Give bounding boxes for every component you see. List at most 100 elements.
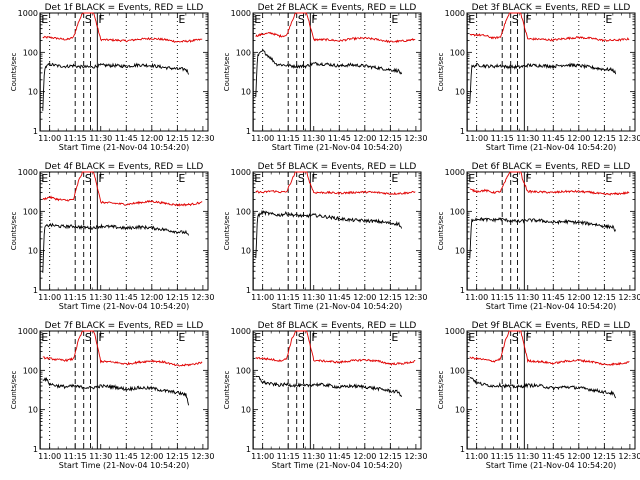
y-tick-label: 1 [246, 445, 251, 454]
plot-frame [466, 12, 636, 132]
x-tick-label: 12:15 [593, 134, 616, 143]
panel-det-5: Det 5f BLACK = Events, RED = LLD 1 10 100 10… [223, 162, 427, 311]
y-tick-label: 100 [450, 207, 465, 216]
x-tick-label: 11:30 [302, 293, 325, 302]
panel-title: Det 9f BLACK = Events, RED = LLD [472, 321, 631, 331]
x-tick-label: 11:00 [38, 452, 61, 461]
marker-label: F [98, 172, 104, 185]
x-tick-label: 11:00 [251, 293, 274, 302]
y-tick-label: 10 [455, 88, 465, 97]
marker-label: E [254, 172, 261, 185]
x-tick-label: 11:45 [542, 293, 565, 302]
marker-label: F [311, 172, 317, 185]
panel-det-6: Det 6f BLACK = Events, RED = LLD 1 10 100 10… [437, 162, 640, 311]
marker-label: E [468, 13, 475, 26]
x-tick-label: 12:00 [353, 134, 376, 143]
x-tick-label: 11:15 [64, 134, 87, 143]
y-tick-label: 1000 [231, 327, 251, 336]
marker-label: E [254, 331, 261, 344]
y-tick-label: 100 [23, 207, 38, 216]
x-tick-label: 12:30 [404, 293, 427, 302]
x-axis-label: Start Time (21-Nov-04 10:54:20) [272, 143, 402, 152]
x-tick-label: 11:15 [277, 134, 300, 143]
plot-frame [39, 171, 209, 291]
x-tick-label: 11:30 [302, 452, 325, 461]
x-tick-label: 12:15 [166, 134, 189, 143]
x-tick-label: 11:15 [277, 293, 300, 302]
y-tick-label: 1000 [18, 9, 38, 18]
y-tick-label: 1 [33, 127, 38, 136]
lld-series [42, 171, 203, 207]
marker-label: S [85, 13, 92, 26]
marker-label: E [178, 172, 185, 185]
y-tick-label: 1000 [231, 9, 251, 18]
y-axis-label: Counts/sec [437, 212, 445, 251]
marker-label: E [391, 13, 398, 26]
x-axis-label: Start Time (21-Nov-04 10:54:20) [59, 302, 189, 311]
x-tick-label: 12:00 [567, 293, 590, 302]
y-tick-label: 1 [460, 286, 465, 295]
y-tick-label: 1 [246, 127, 251, 136]
x-tick-label: 11:30 [516, 452, 539, 461]
marker-label: E [178, 13, 185, 26]
marker-label: S [512, 331, 519, 344]
panel-title: Det 6f BLACK = Events, RED = LLD [472, 162, 631, 172]
plot-frame [252, 12, 422, 132]
marker-label: F [98, 13, 104, 26]
x-tick-label: 11:15 [64, 293, 87, 302]
x-tick-label: 11:00 [251, 134, 274, 143]
x-axis-label: Start Time (21-Nov-04 10:54:20) [272, 461, 402, 470]
y-tick-label: 10 [241, 247, 251, 256]
y-tick-label: 1000 [445, 9, 465, 18]
x-tick-label: 11:15 [491, 134, 514, 143]
lld-series [469, 330, 630, 367]
plot-frame [466, 171, 636, 291]
panel-title: Det 3f BLACK = Events, RED = LLD [472, 3, 631, 13]
y-tick-label: 10 [241, 88, 251, 97]
marker-label: E [605, 13, 612, 26]
x-tick-label: 11:45 [115, 134, 138, 143]
marker-label: E [605, 331, 612, 344]
panel-det-8: Det 8f BLACK = Events, RED = LLD 1 10 100 10… [223, 321, 427, 470]
y-tick-label: 1 [460, 445, 465, 454]
lld-series [255, 171, 416, 196]
x-tick-label: 11:45 [542, 134, 565, 143]
x-tick-label: 11:30 [89, 134, 112, 143]
panel-title: Det 4f BLACK = Events, RED = LLD [45, 162, 204, 172]
x-tick-label: 12:30 [191, 293, 214, 302]
plot-frame [252, 171, 422, 291]
x-tick-label: 11:00 [465, 293, 488, 302]
x-tick-label: 12:30 [618, 452, 640, 461]
marker-label: S [298, 172, 305, 185]
x-tick-label: 12:00 [353, 452, 376, 461]
panel-title: Det 7f BLACK = Events, RED = LLD [45, 321, 204, 331]
panel-det-7: Det 7f BLACK = Events, RED = LLD 1 10 100 10… [10, 321, 214, 470]
events-series [469, 62, 617, 104]
panel-title: Det 1f BLACK = Events, RED = LLD [45, 3, 204, 13]
y-tick-label: 100 [236, 366, 251, 375]
panel-det-1: Det 1f BLACK = Events, RED = LLD 1 10 100 10… [10, 3, 214, 152]
y-tick-label: 1000 [445, 168, 465, 177]
panel-title: Det 8f BLACK = Events, RED = LLD [258, 321, 417, 331]
plot-frame [466, 330, 636, 450]
x-axis-label: Start Time (21-Nov-04 10:54:20) [59, 143, 189, 152]
marker-label: E [391, 172, 398, 185]
events-series [255, 209, 403, 259]
lld-series [42, 12, 203, 43]
y-axis-label: Counts/sec [437, 53, 445, 92]
events-series [255, 48, 403, 98]
x-tick-label: 12:15 [379, 293, 402, 302]
marker-label: E [178, 331, 185, 344]
y-tick-label: 100 [23, 48, 38, 57]
x-tick-label: 11:15 [491, 293, 514, 302]
x-axis-label: Start Time (21-Nov-04 10:54:20) [59, 461, 189, 470]
x-tick-label: 11:45 [328, 452, 351, 461]
marker-label: E [605, 172, 612, 185]
y-axis-label: Counts/sec [10, 53, 18, 92]
events-series [42, 61, 190, 111]
x-tick-label: 11:00 [465, 452, 488, 461]
marker-label: S [85, 331, 92, 344]
x-tick-label: 12:00 [140, 293, 163, 302]
events-series [469, 376, 617, 399]
marker-label: E [468, 172, 475, 185]
